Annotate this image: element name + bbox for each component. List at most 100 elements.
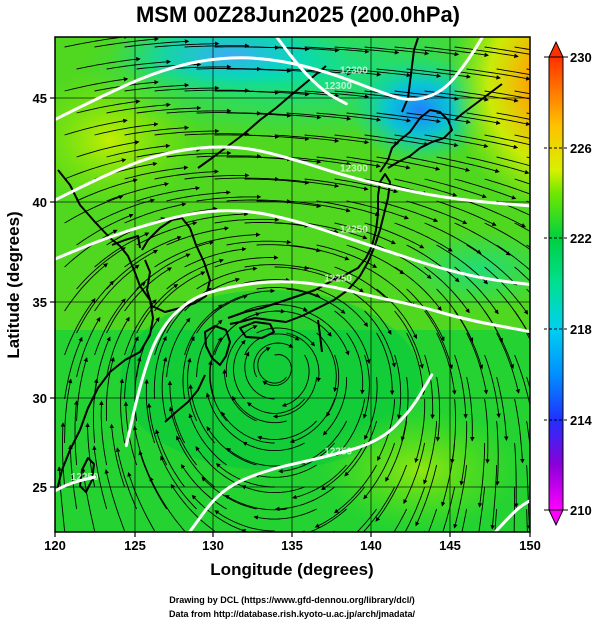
streamline <box>490 464 498 530</box>
contour-label: 12300 <box>340 65 368 76</box>
streamline <box>64 229 118 268</box>
streamline <box>184 43 250 48</box>
contour-label: 12250 <box>340 224 368 235</box>
streamline <box>214 288 276 312</box>
streamline <box>124 299 157 356</box>
streamline <box>334 134 399 146</box>
streamline <box>94 298 126 356</box>
streamline <box>376 156 441 171</box>
streamline <box>436 200 497 226</box>
contour-label: 12300 <box>340 164 368 175</box>
streamline <box>364 310 396 368</box>
streamline <box>316 156 381 168</box>
streamline <box>308 508 347 532</box>
streamline <box>484 354 501 419</box>
streamline <box>466 112 530 126</box>
streamline <box>256 327 315 347</box>
streamline <box>514 266 530 282</box>
streamline <box>278 442 335 474</box>
streamline <box>188 384 215 444</box>
streamline <box>424 178 487 199</box>
streamline <box>466 376 475 442</box>
streamline <box>244 351 275 400</box>
streamline <box>286 288 346 314</box>
streamline <box>364 266 415 308</box>
height-contour-line <box>55 209 530 286</box>
streamline <box>166 190 231 202</box>
streamline <box>64 158 127 180</box>
streamline <box>106 182 169 202</box>
streamline <box>76 357 88 422</box>
streamline <box>244 90 310 97</box>
streamline <box>304 266 364 293</box>
streamline <box>403 442 426 505</box>
streamline <box>136 221 198 246</box>
streamline <box>514 90 530 95</box>
streamline <box>214 510 275 532</box>
streamline <box>144 379 156 444</box>
streamline <box>180 463 227 510</box>
streamline <box>400 376 409 442</box>
streamline <box>394 178 458 197</box>
streamline <box>154 85 220 92</box>
streamline <box>76 178 138 202</box>
streamline <box>454 90 519 103</box>
streamline <box>106 281 146 334</box>
streamline <box>244 304 308 312</box>
streamline <box>394 266 442 312</box>
streamline <box>496 332 520 394</box>
coastline-izu-islands <box>317 319 323 353</box>
streamline <box>253 342 294 378</box>
streamline <box>334 310 371 364</box>
streamline <box>334 178 399 194</box>
streamline <box>64 37 129 48</box>
y-axis-label: Latitude (degrees) <box>4 211 23 358</box>
streamline <box>454 354 468 419</box>
streamline <box>166 108 232 114</box>
coastlines <box>56 37 503 493</box>
streamline <box>76 57 141 70</box>
coastline-china <box>56 169 154 491</box>
streamline <box>364 222 425 249</box>
colorbar-tick-label: 222 <box>570 231 592 246</box>
streamline <box>316 332 338 393</box>
streamline <box>394 134 459 148</box>
y-tick-label: 35 <box>33 295 47 310</box>
streamline <box>454 134 519 150</box>
streamline <box>424 266 470 314</box>
streamline <box>404 486 426 532</box>
streamline <box>166 64 232 70</box>
streamline <box>304 134 370 145</box>
streamline <box>394 222 453 252</box>
streamline <box>225 325 258 378</box>
streamline <box>254 464 317 478</box>
streamline <box>316 244 378 268</box>
height-contour-line <box>55 475 97 493</box>
streamline <box>136 283 179 334</box>
streamline <box>256 68 322 75</box>
streamline <box>406 288 445 342</box>
streamline <box>453 464 468 529</box>
colorbar-min-triangle <box>548 509 564 527</box>
streamline <box>64 298 96 356</box>
streamline <box>274 266 338 282</box>
streamline <box>154 240 215 268</box>
streamline <box>466 244 518 286</box>
streamline <box>233 339 246 400</box>
streamline <box>346 156 411 170</box>
streamline <box>184 304 223 356</box>
streamline <box>155 429 185 488</box>
streamline <box>484 46 530 55</box>
streamline <box>424 134 489 148</box>
streamline <box>187 357 198 422</box>
y-tick-label: 45 <box>33 91 47 106</box>
streamline <box>105 356 115 422</box>
streamline <box>60 422 66 488</box>
streamline <box>205 392 245 444</box>
x-tick-label: 130 <box>202 538 224 553</box>
streamline <box>484 222 530 250</box>
streamline <box>196 266 258 290</box>
streamline <box>232 395 287 424</box>
colorbar: 230 226 222 218 214 210 <box>544 40 592 527</box>
streamline <box>286 112 352 121</box>
